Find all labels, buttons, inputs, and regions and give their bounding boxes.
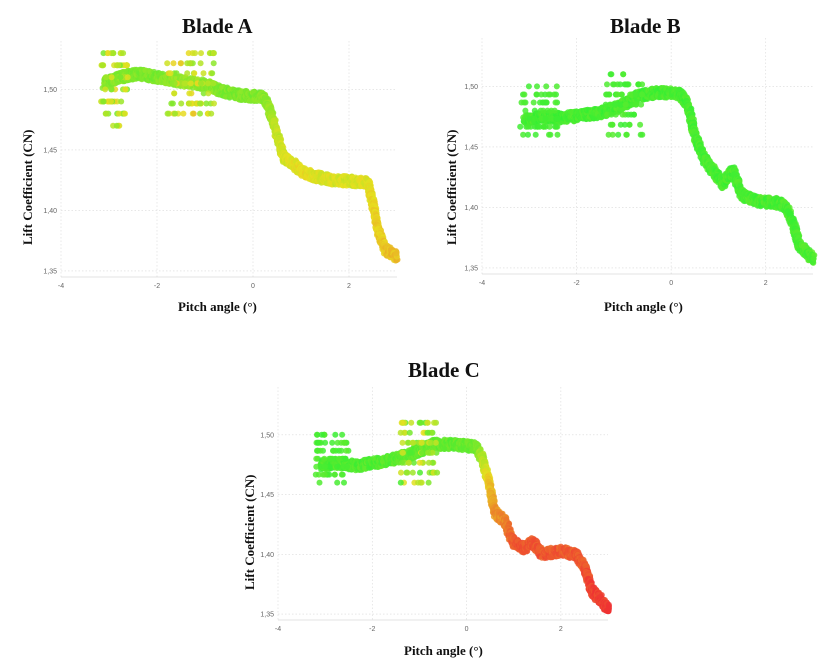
data-point — [205, 90, 212, 97]
data-point — [205, 80, 211, 87]
data-point — [100, 98, 107, 105]
data-point — [172, 110, 178, 117]
data-point — [122, 110, 128, 117]
data-point — [110, 50, 117, 57]
data-point — [102, 86, 109, 93]
data-point — [180, 110, 187, 117]
chart-title: Blade B — [610, 14, 681, 38]
data-point — [108, 98, 115, 105]
data-point — [170, 60, 177, 67]
x-tick-label: 2 — [764, 280, 768, 287]
data-point — [192, 50, 198, 57]
data-point — [185, 100, 192, 107]
data-point — [99, 62, 106, 69]
y-tick-label: 1,50 — [464, 84, 478, 91]
data-point — [171, 80, 178, 87]
y-axis-label: Lift Coefficient (CN) — [20, 129, 35, 245]
chart-panel-blade-b: Blade B -4 -2 0 2 1,35 1,40 1,45 1,50 Lift Coef… — [420, 0, 839, 330]
scatter-plot: -4 -2 0 2 1,35 1,40 1,45 1,50 — [43, 41, 401, 290]
x-tick-label: -2 — [154, 283, 160, 290]
data-point — [211, 100, 217, 107]
data-point — [197, 60, 204, 67]
data-point — [208, 110, 215, 117]
data-point — [198, 50, 204, 57]
data-point — [393, 250, 400, 257]
data-point — [105, 50, 112, 57]
y-tick-label: 1,35 — [43, 268, 57, 275]
data-point — [197, 110, 203, 117]
x-tick-label: 2 — [347, 283, 351, 290]
data-point — [108, 74, 115, 81]
x-tick-label: -2 — [573, 280, 579, 287]
data-point — [123, 62, 130, 69]
data-point — [184, 60, 191, 67]
scatter-points — [517, 71, 818, 266]
y-tick-label: 1,40 — [464, 205, 478, 212]
x-tick-label: -4 — [58, 283, 64, 290]
data-point — [209, 70, 216, 77]
data-point — [200, 70, 207, 77]
data-point — [184, 70, 191, 77]
data-point — [120, 50, 127, 57]
data-point — [103, 110, 109, 117]
x-tick-label: 0 — [669, 280, 673, 287]
data-point — [115, 62, 122, 69]
data-point — [203, 100, 210, 107]
data-point — [197, 100, 203, 107]
data-point — [210, 60, 217, 67]
data-point — [191, 70, 198, 77]
data-point — [178, 100, 185, 107]
data-point — [124, 74, 131, 81]
data-point — [190, 110, 197, 117]
y-tick-label: 1,50 — [43, 87, 57, 94]
data-point — [210, 50, 217, 57]
y-tick-label: 1,45 — [464, 144, 478, 151]
data-point — [169, 100, 176, 107]
chart-title: Blade A — [182, 14, 253, 38]
data-point — [200, 90, 207, 97]
y-tick-label: 1,40 — [43, 208, 57, 215]
data-point — [122, 86, 129, 93]
data-point — [113, 122, 120, 129]
x-axis-label: Pitch angle (°) — [178, 299, 257, 314]
data-point — [167, 70, 174, 77]
data-point — [100, 50, 107, 57]
x-tick-label: 0 — [251, 283, 255, 290]
y-tick-label: 1,35 — [464, 265, 478, 272]
data-point — [187, 80, 194, 87]
data-point — [177, 60, 184, 67]
data-point — [103, 74, 110, 81]
data-point — [108, 86, 115, 93]
data-point — [197, 80, 204, 87]
data-point — [164, 110, 171, 117]
scatter-plot: -4 -2 0 2 1,35 1,40 1,45 1,50 — [464, 38, 818, 287]
scatter-points — [98, 50, 401, 264]
data-point — [210, 80, 217, 87]
chart-panel-blade-a: Blade A -4 -2 0 2 1,35 1,40 1,45 1,50 Lift Coef… — [0, 0, 420, 330]
data-point — [117, 74, 124, 81]
data-point — [116, 110, 122, 117]
data-point — [186, 90, 193, 97]
y-tick-label: 1,45 — [43, 147, 57, 154]
data-point — [164, 60, 171, 67]
data-point — [181, 80, 188, 87]
data-point — [171, 90, 178, 97]
data-point — [118, 98, 125, 105]
x-tick-label: -4 — [479, 280, 485, 287]
